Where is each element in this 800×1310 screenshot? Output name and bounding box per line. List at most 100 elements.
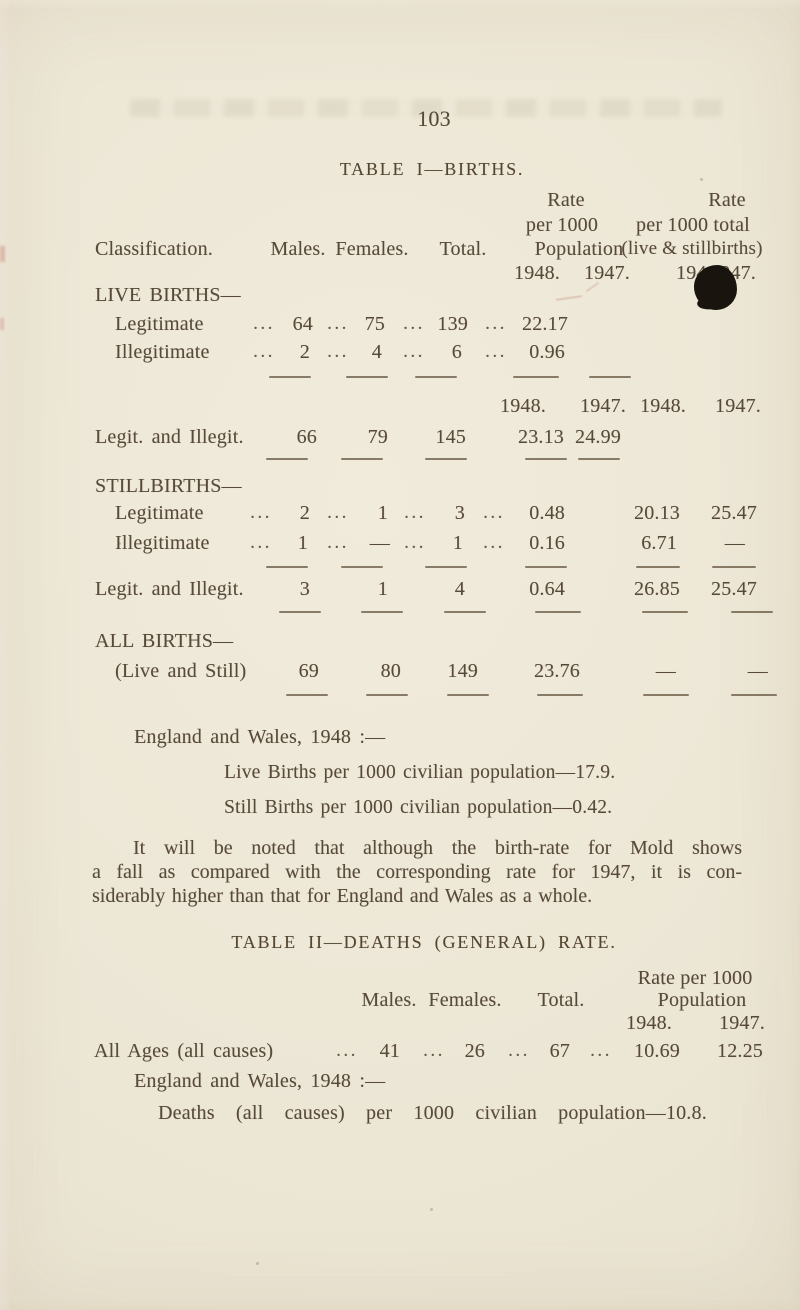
row-label: Illegitimate xyxy=(115,532,210,554)
dot-leader: ... xyxy=(508,1040,530,1061)
table1-title-row: TABLE I—BIRTHS. xyxy=(0,158,800,184)
cell-rate-pop-1948: 0.64 xyxy=(529,578,565,600)
dot-leader: ... xyxy=(404,532,426,553)
column-rule xyxy=(425,566,467,568)
deaths-rate-note: Deaths (all causes) per 1000 civilian po… xyxy=(158,1102,707,1124)
dot-leader: ... xyxy=(485,313,507,334)
table-row-all-births: (Live and Still) 69 80 149 23.76 — — xyxy=(0,660,800,686)
table-row-all-ages: All Ages (all causes) ... 41 ... 26 ... … xyxy=(0,1040,800,1066)
table1-header-cols-row: Classification. Males. Females. Total. P… xyxy=(0,238,800,264)
dot-leader: ... xyxy=(485,341,507,362)
page-left-edge xyxy=(0,0,12,1310)
dot-leader: ... xyxy=(250,502,272,523)
table1-header-classification: Classification. xyxy=(95,238,213,260)
table2-header-rate-row: Rate per 1000 xyxy=(0,967,800,993)
table1-header-total: Total. xyxy=(439,238,487,260)
cell-total: 6 xyxy=(451,341,462,363)
cell-males: 3 xyxy=(299,578,310,600)
dot-leader: ... xyxy=(250,532,272,553)
dot-leader: ... xyxy=(253,313,275,334)
table-row-still-illegitimate: Illegitimate ... 1 ... — ... 1 ... 0.16 … xyxy=(0,532,800,558)
column-rule xyxy=(589,376,631,378)
cell-total: 1 xyxy=(452,532,463,554)
cell-females: 80 xyxy=(380,660,401,682)
cell-rate-total-1948: — xyxy=(655,660,676,682)
table-row-live-legitimate: Legitimate ... 64 ... 75 ... 139 ... 22.… xyxy=(0,313,800,339)
cell-females: 79 xyxy=(367,426,388,448)
cell-females: — xyxy=(369,532,390,554)
table2-header-cols-row: Males. Females. Total. Population xyxy=(0,989,800,1015)
table1-years-mid-row: 1948. 1947. 1948. 1947. xyxy=(0,395,800,421)
paper-speck xyxy=(700,178,703,181)
dot-leader: ... xyxy=(336,1040,358,1061)
cell-males: 69 xyxy=(298,660,319,682)
dot-leader: ... xyxy=(327,532,349,553)
table1-header-males: Males. xyxy=(270,238,326,260)
dot-leader: ... xyxy=(327,502,349,523)
england-wales-heading: England and Wales, 1948 :— xyxy=(134,726,386,748)
year-label: 1948. xyxy=(500,395,546,417)
column-rule xyxy=(341,566,383,568)
dot-leader: ... xyxy=(253,341,275,362)
year-label: 1948. xyxy=(626,1012,672,1034)
cell-total: 149 xyxy=(447,660,478,682)
cell-rate-total-1947: — xyxy=(747,660,768,682)
column-rule xyxy=(525,566,567,568)
column-rule xyxy=(266,566,308,568)
row-label: Legitimate xyxy=(115,313,204,335)
column-rule xyxy=(513,376,559,378)
cell-rate-pop-1948: 0.96 xyxy=(529,341,565,363)
cell-rate-total-1948: 20.13 xyxy=(634,502,680,524)
column-rule xyxy=(266,458,308,460)
cell-total: 4 xyxy=(454,578,465,600)
column-rule xyxy=(643,694,689,696)
row-label: Legit. and Illegit. xyxy=(95,578,244,600)
cell-females: 4 xyxy=(371,341,382,363)
year-label: 1947. xyxy=(584,262,630,284)
table2-header-total: Total. xyxy=(537,989,585,1011)
table1-title: TABLE I—BIRTHS. xyxy=(339,159,525,179)
column-rule xyxy=(537,694,583,696)
cell-total: 67 xyxy=(549,1040,570,1062)
cell-rate-1948: 10.69 xyxy=(634,1040,680,1062)
cell-total: 139 xyxy=(437,313,468,335)
cell-rate-pop-1948: 0.48 xyxy=(529,502,565,524)
commentary-paragraph-line-1: It will be noted that although the birth… xyxy=(133,837,742,859)
column-rule xyxy=(415,376,457,378)
cell-rate-pop-1948: 0.16 xyxy=(529,532,565,554)
year-label: 1948. xyxy=(640,395,686,417)
table2-title-row: TABLE II—DEATHS (GENERAL) RATE. xyxy=(0,931,800,957)
cell-males: 41 xyxy=(379,1040,400,1062)
table1-header-per-right: per 1000 total xyxy=(636,214,750,236)
dot-leader: ... xyxy=(403,313,425,334)
dot-leader: ... xyxy=(483,532,505,553)
table2-years-row: 1948. 1947. xyxy=(0,1012,800,1038)
dot-leader: ... xyxy=(423,1040,445,1061)
cell-females: 26 xyxy=(464,1040,485,1062)
england-wales-heading: England and Wales, 1948 :— xyxy=(134,1070,386,1092)
cell-rate-total-1948: 6.71 xyxy=(641,532,677,554)
cell-females: 75 xyxy=(364,313,385,335)
commentary-paragraph-line-3: siderably higher than that for England a… xyxy=(92,885,593,907)
table1-section-all: ALL BIRTHS— xyxy=(0,630,800,656)
cell-rate-total-1947: 25.47 xyxy=(711,502,757,524)
cell-females: 1 xyxy=(377,502,388,524)
column-rule xyxy=(361,611,403,613)
column-rule xyxy=(269,376,311,378)
page-number: 103 xyxy=(417,106,451,131)
table-row-live-total: Legit. and Illegit. 66 79 145 23.13 24.9… xyxy=(0,426,800,452)
notes-deaths-heading-row: England and Wales, 1948 :— xyxy=(0,1070,800,1096)
table1-header-per-row: per 1000 per 1000 total xyxy=(0,214,800,240)
dot-leader: ... xyxy=(403,341,425,362)
ink-blot xyxy=(694,265,737,310)
still-births-rate-note: Still Births per 1000 civilian populatio… xyxy=(224,797,613,818)
cell-rate-pop-1948: 23.76 xyxy=(534,660,580,682)
notes-deaths-rate-row: Deaths (all causes) per 1000 civilian po… xyxy=(0,1102,800,1128)
year-label: 1947. xyxy=(719,1012,765,1034)
cell-rate-pop-1948: 23.13 xyxy=(518,426,564,448)
table2-header-males: Males. xyxy=(361,989,417,1011)
table2-title: TABLE II—DEATHS (GENERAL) RATE. xyxy=(231,932,617,952)
row-label: Illegitimate xyxy=(115,341,210,363)
column-rule xyxy=(636,566,680,568)
